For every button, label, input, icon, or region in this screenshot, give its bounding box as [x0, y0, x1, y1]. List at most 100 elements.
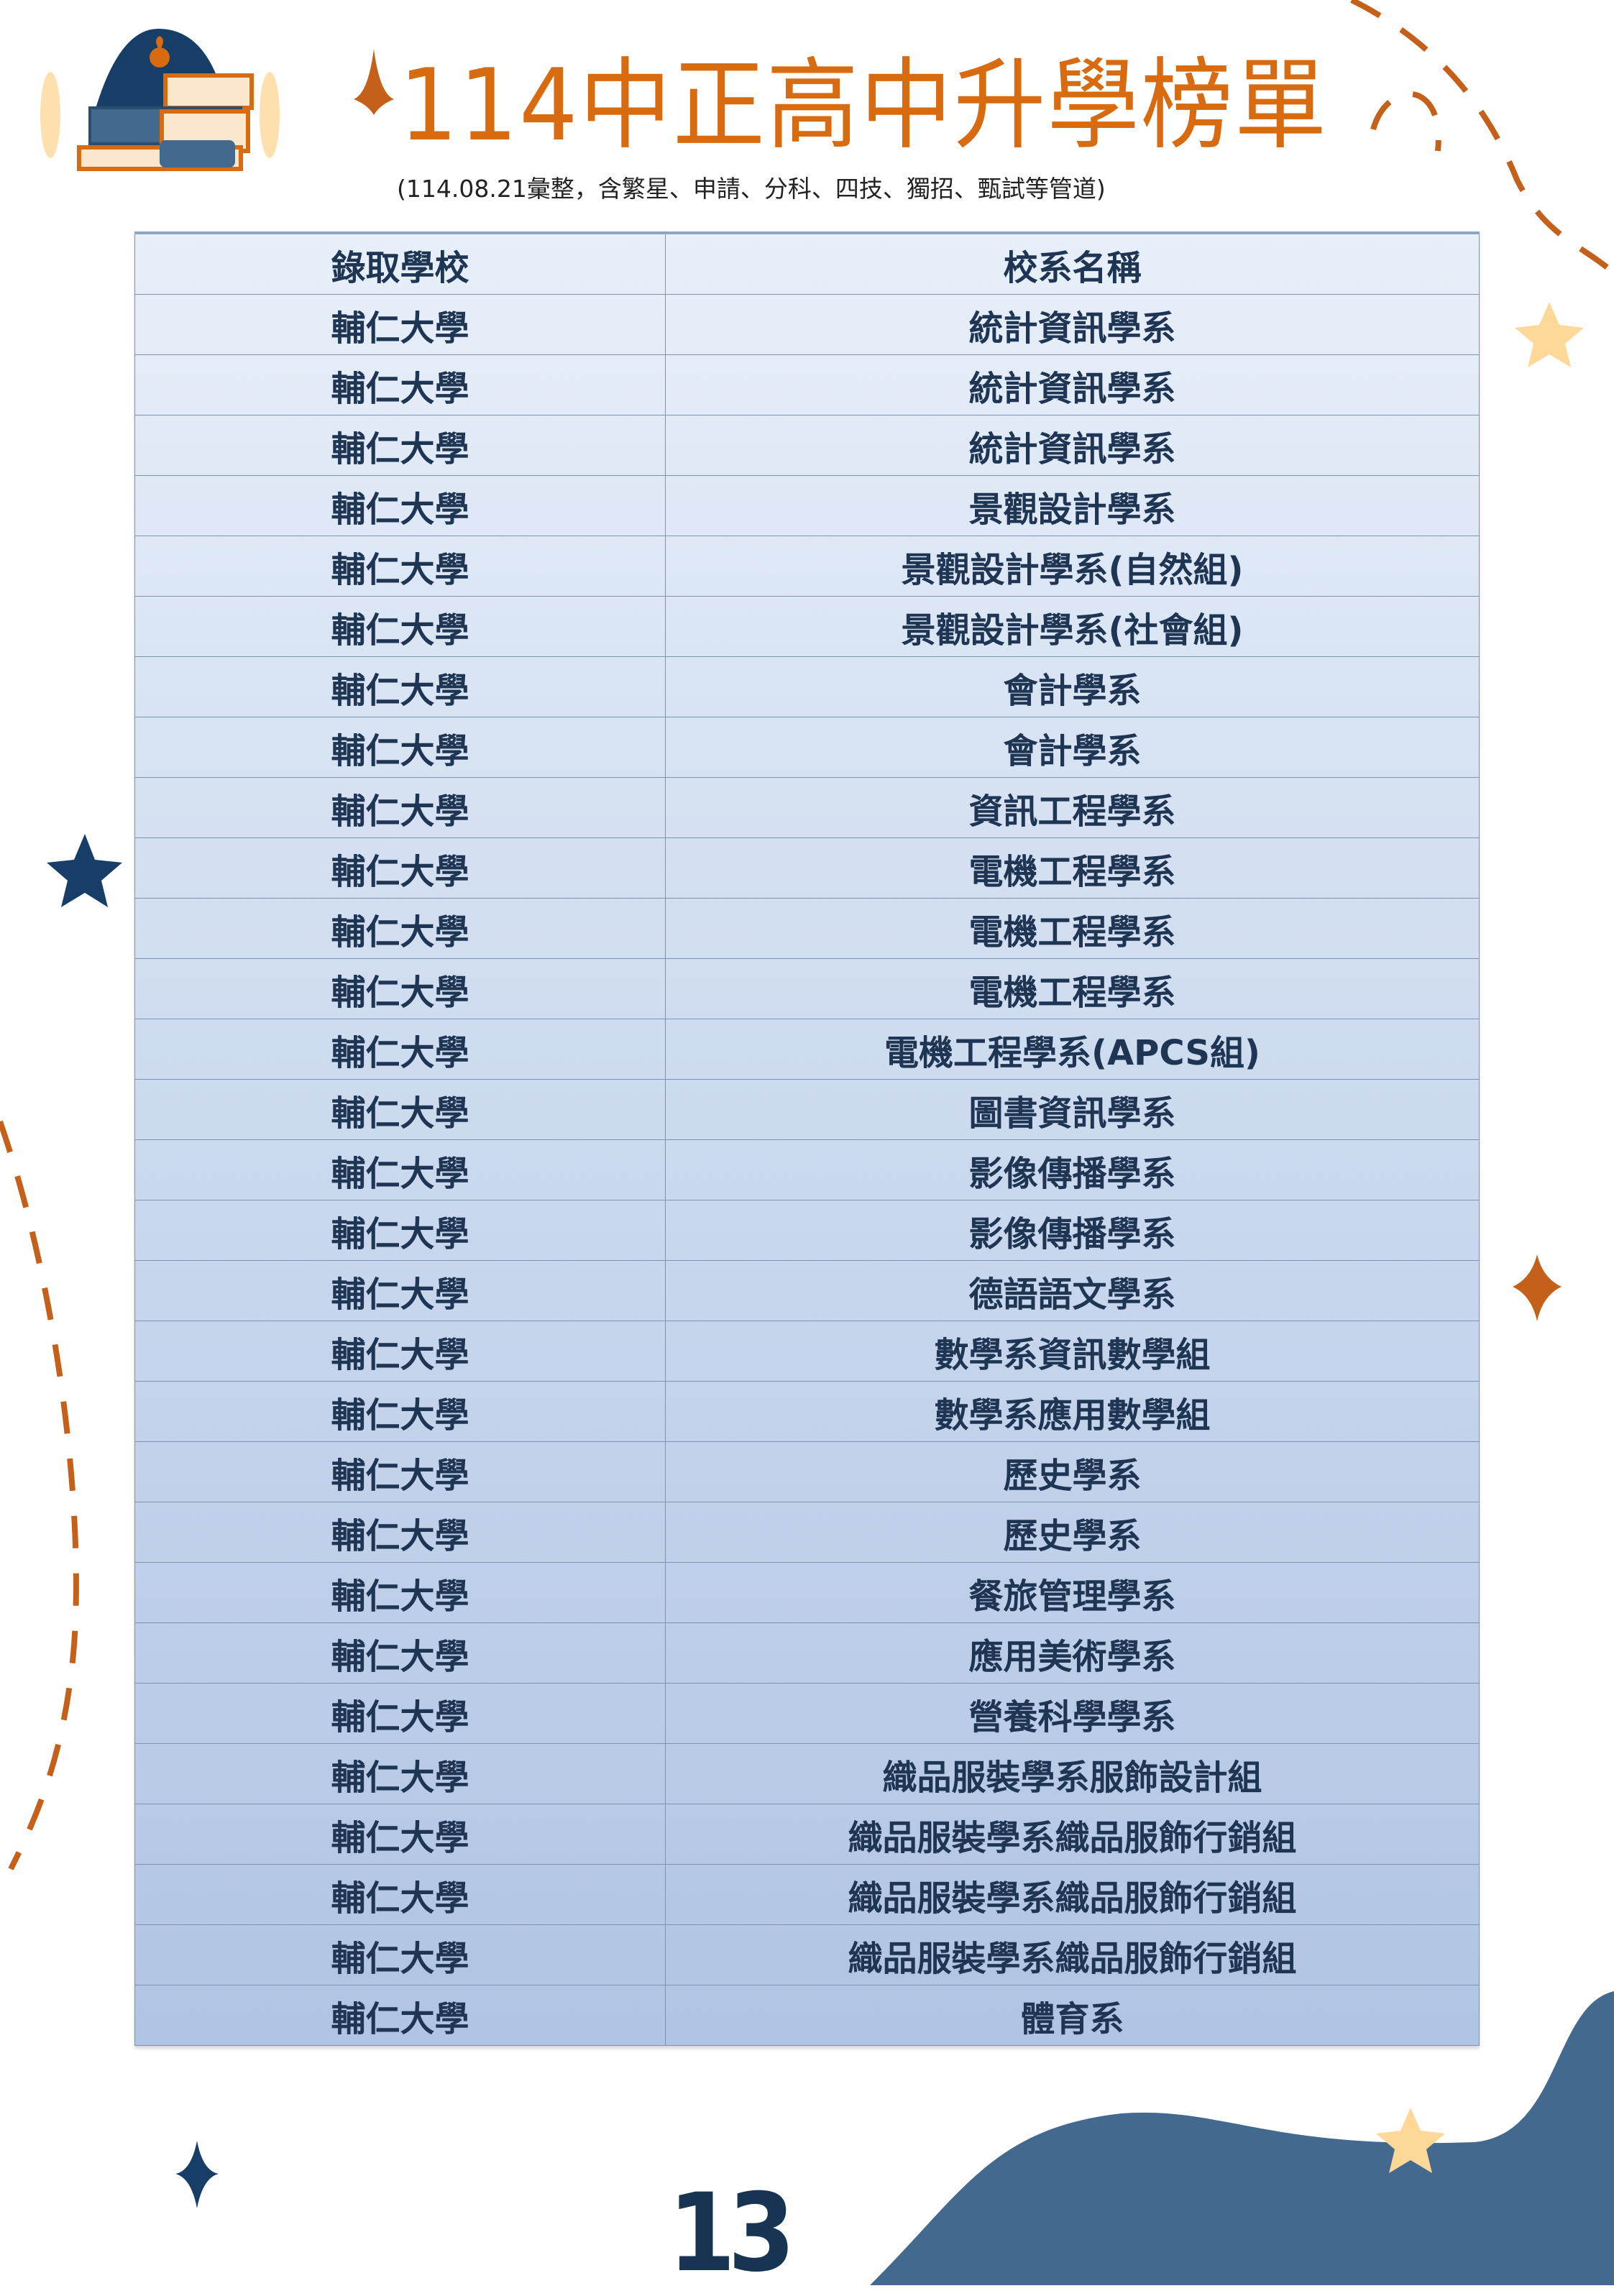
table-row: 輔仁大學 數學系資訊數學組 — [134, 1321, 1480, 1382]
school-cell: 輔仁大學 — [134, 1079, 666, 1140]
school-cell: 輔仁大學 — [134, 1139, 666, 1200]
department-cell: 體育系 — [665, 1985, 1480, 2046]
page-subtitle: (114.08.21彙整，含繁星、申請、分科、四技、獨招、甄試等管道) — [397, 175, 1106, 203]
dashed-curve-title — [1370, 91, 1441, 152]
department-cell: 統計資訊學系 — [665, 294, 1480, 355]
department-cell: 餐旅管理學系 — [665, 1562, 1480, 1623]
school-cell: 輔仁大學 — [134, 1321, 666, 1382]
department-cell: 歷史學系 — [665, 1441, 1480, 1502]
department-cell: 景觀設計學系(社會組) — [665, 596, 1480, 657]
table-header-row: 錄取學校 校系名稱 — [134, 231, 1480, 295]
page-title: 114中正高中升學榜單 — [399, 47, 1329, 163]
school-cell: 輔仁大學 — [134, 596, 666, 657]
table-row: 輔仁大學 景觀設計學系(社會組) — [134, 596, 1480, 657]
sparkle-icon — [354, 49, 394, 115]
school-cell: 輔仁大學 — [134, 536, 666, 597]
school-cell: 輔仁大學 — [134, 1441, 666, 1502]
column-header-school: 錄取學校 — [134, 231, 666, 295]
department-cell: 會計學系 — [665, 717, 1480, 778]
table-row: 輔仁大學 會計學系 — [134, 717, 1480, 778]
department-cell: 電機工程學系 — [665, 837, 1480, 899]
sparkle-icon — [1513, 1254, 1562, 1321]
star-icon — [1515, 302, 1584, 367]
school-cell: 輔仁大學 — [134, 837, 666, 899]
table-row: 輔仁大學 電機工程學系 — [134, 837, 1480, 899]
department-cell: 電機工程學系(APCS組) — [665, 1019, 1480, 1080]
school-cell: 輔仁大學 — [134, 1864, 666, 1925]
school-cell: 輔仁大學 — [134, 1260, 666, 1321]
department-cell: 影像傳播學系 — [665, 1200, 1480, 1261]
department-cell: 影像傳播學系 — [665, 1139, 1480, 1200]
table-row: 輔仁大學 景觀設計學系(自然組) — [134, 536, 1480, 597]
school-cell: 輔仁大學 — [134, 1200, 666, 1261]
school-cell: 輔仁大學 — [134, 1985, 666, 2046]
table-row: 輔仁大學 體育系 — [134, 1985, 1480, 2046]
table-row: 輔仁大學 電機工程學系(APCS組) — [134, 1019, 1480, 1080]
admissions-table: 錄取學校 校系名稱 輔仁大學 統計資訊學系 輔仁大學 統計資訊學系 輔仁大學 統計資訊學系… — [134, 231, 1480, 2046]
books-logo-icon — [40, 29, 280, 171]
table-row: 輔仁大學 應用美術學系 — [134, 1622, 1480, 1684]
school-cell: 輔仁大學 — [134, 1683, 666, 1744]
table-row: 輔仁大學 統計資訊學系 — [134, 415, 1480, 476]
table-row: 輔仁大學 餐旅管理學系 — [134, 1562, 1480, 1623]
table-row: 輔仁大學 影像傳播學系 — [134, 1139, 1480, 1200]
table-row: 輔仁大學 影像傳播學系 — [134, 1200, 1480, 1261]
school-cell: 輔仁大學 — [134, 1502, 666, 1563]
school-cell: 輔仁大學 — [134, 415, 666, 476]
star-icon — [1376, 2108, 1445, 2173]
department-cell: 統計資訊學系 — [665, 354, 1480, 415]
page-number: 13 — [668, 2171, 795, 2296]
table-row: 輔仁大學 電機工程學系 — [134, 898, 1480, 959]
department-cell: 織品服裝學系織品服飾行銷組 — [665, 1804, 1480, 1865]
star-icon — [47, 834, 122, 907]
school-cell: 輔仁大學 — [134, 294, 666, 355]
sparkle-icon — [175, 2141, 219, 2208]
department-cell: 織品服裝學系織品服飾行銷組 — [665, 1864, 1480, 1925]
school-cell: 輔仁大學 — [134, 717, 666, 778]
school-cell: 輔仁大學 — [134, 1019, 666, 1080]
table-row: 輔仁大學 德語語文學系 — [134, 1260, 1480, 1321]
department-cell: 景觀設計學系(自然組) — [665, 536, 1480, 597]
department-cell: 圖書資訊學系 — [665, 1079, 1480, 1140]
school-cell: 輔仁大學 — [134, 1381, 666, 1442]
school-cell: 輔仁大學 — [134, 1562, 666, 1623]
school-cell: 輔仁大學 — [134, 1622, 666, 1684]
table-row: 輔仁大學 歷史學系 — [134, 1502, 1480, 1563]
department-cell: 景觀設計學系 — [665, 475, 1480, 536]
department-cell: 電機工程學系 — [665, 958, 1480, 1019]
table-row: 輔仁大學 會計學系 — [134, 656, 1480, 717]
table-row: 輔仁大學 統計資訊學系 — [134, 294, 1480, 355]
department-cell: 織品服裝學系織品服飾行銷組 — [665, 1924, 1480, 1985]
dashed-curve-top-right — [1350, 0, 1614, 275]
table-row: 輔仁大學 織品服裝學系織品服飾行銷組 — [134, 1924, 1480, 1985]
wave-shape — [870, 1991, 1614, 2285]
department-cell: 會計學系 — [665, 656, 1480, 717]
school-cell: 輔仁大學 — [134, 475, 666, 536]
school-cell: 輔仁大學 — [134, 1924, 666, 1985]
table-row: 輔仁大學 織品服裝學系服飾設計組 — [134, 1743, 1480, 1804]
table-row: 輔仁大學 電機工程學系 — [134, 958, 1480, 1019]
department-cell: 數學系資訊數學組 — [665, 1321, 1480, 1382]
column-header-department: 校系名稱 — [665, 231, 1480, 295]
department-cell: 資訊工程學系 — [665, 777, 1480, 838]
school-cell: 輔仁大學 — [134, 898, 666, 959]
table-row: 輔仁大學 織品服裝學系織品服飾行銷組 — [134, 1804, 1480, 1865]
table-row: 輔仁大學 織品服裝學系織品服飾行銷組 — [134, 1864, 1480, 1925]
school-cell: 輔仁大學 — [134, 958, 666, 1019]
dashed-curve-left — [0, 1120, 79, 1870]
table-row: 輔仁大學 圖書資訊學系 — [134, 1079, 1480, 1140]
table-row: 輔仁大學 數學系應用數學組 — [134, 1381, 1480, 1442]
department-cell: 德語語文學系 — [665, 1260, 1480, 1321]
table-row: 輔仁大學 統計資訊學系 — [134, 354, 1480, 415]
table-row: 輔仁大學 資訊工程學系 — [134, 777, 1480, 838]
school-cell: 輔仁大學 — [134, 656, 666, 717]
department-cell: 營養科學學系 — [665, 1683, 1480, 1744]
department-cell: 電機工程學系 — [665, 898, 1480, 959]
school-cell: 輔仁大學 — [134, 1743, 666, 1804]
department-cell: 歷史學系 — [665, 1502, 1480, 1563]
department-cell: 數學系應用數學組 — [665, 1381, 1480, 1442]
table-row: 輔仁大學 景觀設計學系 — [134, 475, 1480, 536]
department-cell: 應用美術學系 — [665, 1622, 1480, 1684]
school-cell: 輔仁大學 — [134, 354, 666, 415]
